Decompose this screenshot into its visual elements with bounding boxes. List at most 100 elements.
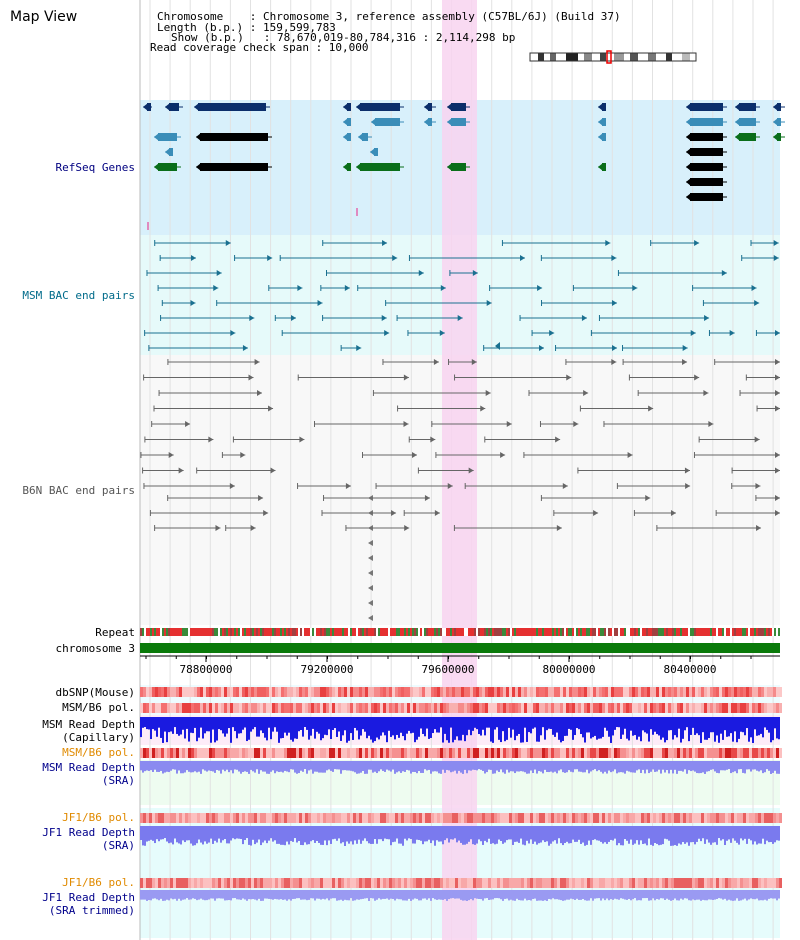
jf1-pol-cell: [353, 813, 356, 823]
repeat-segment: [188, 628, 190, 636]
msm-depth-cap-bar: [736, 717, 738, 743]
dbsnp-cell: [401, 687, 404, 697]
b6n-bac-label[interactable]: B6N BAC end pairs: [22, 484, 135, 497]
b6n-bac-pair-end: [404, 525, 410, 531]
jf1-depth-label[interactable]: JF1 Read Depth: [42, 826, 135, 839]
repeat-segment: [180, 628, 182, 636]
gene-exon: [198, 103, 266, 111]
jf1-pol2-label[interactable]: JF1/B6 pol.: [62, 876, 135, 889]
repeat-segment: [198, 628, 200, 636]
jf1-trim-bar: [400, 890, 402, 900]
msm-depth-sra-bar: [150, 761, 152, 771]
jf1-pol2-cell: [764, 878, 767, 888]
msm-bac-label[interactable]: MSM BAC end pairs: [22, 289, 135, 302]
repeat-label[interactable]: Repeat: [95, 626, 135, 639]
jf1-depth-bar: [162, 826, 164, 840]
dbsnp-cell: [548, 687, 551, 697]
msm-depth-sra-bar: [516, 761, 518, 772]
msm-pol-cell: [380, 703, 383, 713]
msm-depth-sra-bar: [316, 761, 318, 772]
jf1-trim-bar: [460, 890, 462, 900]
msm-pol-label[interactable]: MSM/B6 pol.: [62, 701, 135, 714]
repeat-segment: [230, 628, 232, 636]
msm-depth-sra-label[interactable]: MSM Read Depth: [42, 761, 135, 774]
jf1-trim-bar: [186, 890, 188, 899]
dbsnp-label[interactable]: dbSNP(Mouse): [55, 686, 135, 699]
jf1-depth-bar: [392, 826, 394, 843]
msm-pol-cell: [407, 703, 410, 713]
repeat-segment: [762, 628, 764, 636]
msm-depth-sra-bar: [370, 761, 372, 770]
jf1-depth-bar: [246, 826, 248, 839]
b6n-bac-pair-end: [775, 510, 780, 516]
msm-depth-cap-bar: [226, 717, 228, 734]
msm-depth-cap-bar: [408, 717, 410, 731]
msm-depth-sra-bar: [216, 761, 218, 770]
jf1-depth-bar: [698, 826, 700, 839]
msm-depth-cap-bar: [440, 717, 442, 728]
msm-pol-cell: [230, 703, 233, 713]
repeat-segment: [520, 628, 522, 636]
jf1-depth-bar: [524, 826, 526, 846]
msm-pol2-cell: [275, 748, 278, 758]
jf1-pol-cell: [629, 813, 632, 823]
jf1-pol2-cell: [164, 878, 167, 888]
msm-depth-cap-bar: [624, 717, 626, 729]
msm-depth-sra-bar: [576, 761, 578, 770]
msm-depth-sra-bar: [590, 761, 592, 772]
msm-depth-sra-bar: [750, 761, 752, 772]
jf1-depth-bar: [760, 826, 762, 844]
msm-depth-sra-bar: [640, 761, 642, 774]
msm-pol2-cell: [404, 748, 407, 758]
jf1-depth-bar: [744, 826, 746, 839]
jf1-depth-bar: [668, 826, 670, 841]
jf1-pol-cell: [326, 813, 329, 823]
jf1-trim-label[interactable]: JF1 Read Depth: [42, 891, 135, 904]
msm-depth-cap-bar: [648, 717, 650, 742]
gene-exon: [360, 163, 400, 171]
repeat-segment: [234, 628, 236, 636]
msm-pol-cell: [728, 703, 731, 713]
msm-pol2-cell: [479, 748, 482, 758]
msm-depth-cap-bar: [602, 717, 604, 737]
jf1-trim-bar: [376, 890, 378, 900]
jf1-trim-bar: [390, 890, 392, 899]
jf1-depth-bar: [672, 826, 674, 846]
msm-depth-cap-bar: [512, 717, 514, 730]
jf1-trim-bar: [406, 890, 408, 901]
jf1-pol-cell: [698, 813, 701, 823]
msm-depth-cap-bar: [304, 717, 306, 728]
jf1-depth-bar: [342, 826, 344, 843]
msm-bac-pair-end: [242, 345, 248, 351]
msm-depth-cap-label[interactable]: MSM Read Depth: [42, 718, 135, 731]
msm-depth-sra-bar: [544, 761, 546, 770]
jf1-trim-bar: [470, 890, 472, 900]
msm-depth-sra-bar: [436, 761, 438, 772]
repeat-segment: [414, 628, 416, 636]
refseq-genes-label[interactable]: RefSeq Genes: [55, 161, 135, 174]
jf1-trim-bar: [426, 890, 428, 900]
dbsnp-cell: [203, 687, 206, 697]
gene-arrow: [447, 103, 452, 111]
gene-exon: [347, 163, 351, 171]
jf1-trim-bar: [522, 890, 524, 901]
msm-pol-cell: [602, 703, 605, 713]
jf1-pol-cell: [545, 813, 548, 823]
jf1-pol-label[interactable]: JF1/B6 pol.: [62, 811, 135, 824]
jf1-trim-bar: [262, 890, 264, 901]
jf1-depth-bar: [696, 826, 698, 842]
msm-depth-cap-bar: [160, 717, 162, 738]
msm-pol2-cell: [737, 748, 740, 758]
jf1-pol-cell: [758, 813, 761, 823]
msm-pol2-cell: [188, 748, 191, 758]
msm-pol-cell: [761, 703, 764, 713]
msm-depth-cap-bar: [356, 717, 358, 731]
jf1-pol2-cell: [749, 878, 752, 888]
msm-depth-cap-bar: [178, 717, 180, 736]
msm-pol2-label[interactable]: MSM/B6 pol.: [62, 746, 135, 759]
dbsnp-cell: [749, 687, 752, 697]
repeat-segment: [732, 628, 734, 636]
jf1-pol2-cell: [527, 878, 530, 888]
jf1-trim-bar: [456, 890, 458, 899]
